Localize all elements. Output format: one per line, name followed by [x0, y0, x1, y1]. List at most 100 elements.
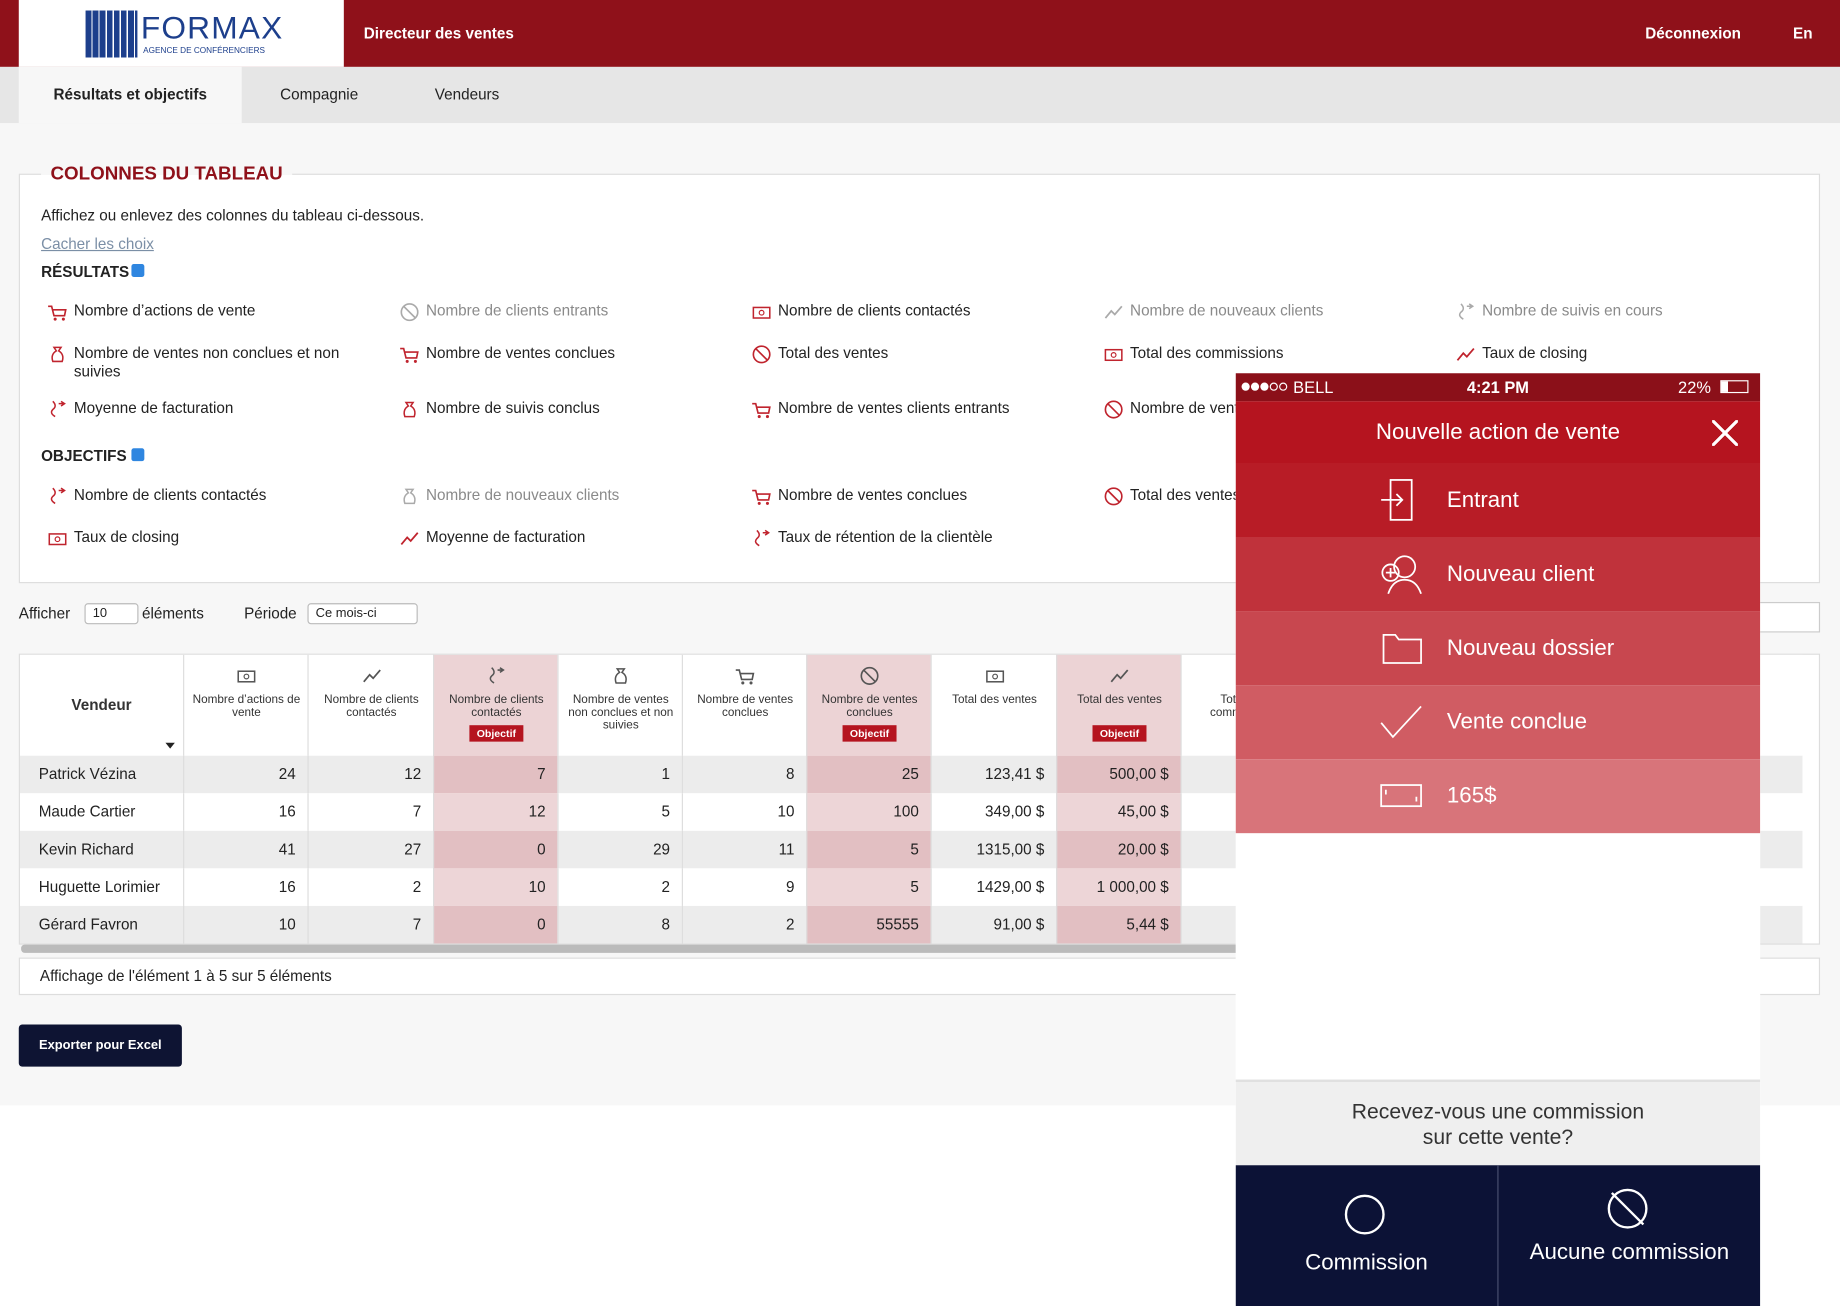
table-cell: 349,00 $	[930, 793, 1057, 831]
column-option[interactable]: Moyenne de facturation	[400, 528, 731, 547]
checkbox[interactable]	[131, 264, 145, 277]
objective-badge: Objectif	[434, 721, 558, 743]
table-cell: 10	[681, 793, 807, 831]
question-text: Recevez-vous une commission sur cette ve…	[1351, 1099, 1645, 1149]
commission-button[interactable]: Commission	[1236, 1165, 1498, 1306]
logout-link[interactable]: Déconnexion	[1645, 24, 1741, 43]
tab[interactable]: Résultats et objectifs	[18, 66, 242, 124]
signal-dot	[1250, 382, 1260, 391]
panel-description: Affichez ou enlevez des colonnes du tabl…	[41, 206, 425, 225]
modal-title-bar: Nouvelle action de vente	[1235, 401, 1761, 464]
header-label: Nombre d’actions de vente	[192, 693, 301, 720]
signal-dot	[1269, 382, 1278, 391]
logo-mark	[85, 10, 138, 58]
column-option[interactable]: Total des commissions	[1104, 344, 1435, 363]
period-label: Période	[244, 604, 297, 622]
section-label: RÉSULTATS	[41, 262, 130, 281]
table-cell: 16	[183, 793, 308, 831]
column-header: Total des ventes Objectif	[1056, 654, 1181, 756]
column-option[interactable]: Nombre de ventes	[1104, 399, 1435, 419]
table-cell: 12	[433, 793, 558, 831]
battery	[1720, 380, 1749, 394]
button-icon	[1607, 1188, 1648, 1229]
action-option[interactable]: Vente conclue	[1235, 685, 1761, 760]
column-header: Total des ventes	[930, 654, 1057, 756]
panel-title: COLONNES DU TABLEAU	[41, 164, 293, 186]
option-icon	[1381, 479, 1413, 521]
export-button[interactable]: Exporter pour Excel	[18, 1024, 182, 1067]
icon	[1456, 347, 1475, 361]
column-option[interactable]: Taux de closing	[48, 528, 379, 547]
tab[interactable]: Vendeurs	[434, 85, 500, 104]
column-option[interactable]: Nombre de ventes conclues	[752, 486, 1083, 505]
table-cell: Gérard Favron	[19, 905, 184, 944]
objective-badge: Objectif	[1057, 721, 1181, 743]
column-option[interactable]: Nombre de ventes clients entrants	[752, 399, 1083, 419]
column-option[interactable]: Moyenne de facturation	[50, 399, 379, 418]
column-option[interactable]: Taux de rétention de la clientèle	[754, 528, 1083, 547]
commission-question: Recevez-vous une commission sur cette ve…	[1235, 1079, 1761, 1166]
table-cell: 100	[806, 793, 931, 831]
table-cell: 41	[183, 830, 308, 869]
section-label: OBJECTIFS	[41, 447, 127, 465]
icon	[985, 670, 1004, 683]
checkbox[interactable]	[131, 448, 145, 462]
icon	[48, 533, 67, 546]
table-cell: 16	[183, 868, 308, 906]
option-label: Nouveau client	[1446, 562, 1595, 587]
column-option[interactable]: Nombre de clients contactés	[752, 302, 1083, 321]
language-link[interactable]: En	[1793, 24, 1813, 43]
action-option[interactable]: Entrant	[1235, 463, 1761, 538]
column-option[interactable]: Nombre d’actions de vente	[48, 302, 379, 321]
action-option[interactable]: Nouveau client	[1235, 537, 1761, 612]
column-option[interactable]: Nombre de nouveaux clients	[403, 486, 731, 505]
tab[interactable]: Compagnie	[280, 85, 359, 104]
show-select[interactable]: 10	[84, 603, 139, 625]
hide-link[interactable]: Cacher les choix	[41, 234, 154, 253]
period-select[interactable]: Ce mois-ci	[307, 603, 418, 625]
icon	[1104, 305, 1123, 319]
sort-arrow[interactable]	[165, 742, 175, 749]
option-label: Vente conclue	[1446, 709, 1587, 735]
column-header: Nombre de ventes conclues Objectif	[806, 654, 931, 756]
column-option[interactable]: Total des ventes	[752, 344, 1083, 364]
button-label: Commission	[1305, 1250, 1428, 1276]
action-option[interactable]: 165$	[1235, 759, 1761, 834]
column-option[interactable]: Total des ventes	[1104, 486, 1435, 506]
column-option[interactable]: Taux de closing	[1456, 344, 1787, 363]
close-button[interactable]	[1712, 420, 1738, 446]
column-option[interactable]: Nombre de nouveaux clients	[1104, 302, 1435, 321]
phone-screen: BELL 4:21 PM 22% Nouvelle action de vente En…	[1235, 373, 1761, 1306]
column-option[interactable]: Nombre de ventes conclues	[400, 344, 731, 363]
modal-title: Nouvelle action de vente	[1375, 420, 1621, 445]
table-cell: 12	[307, 755, 434, 794]
column-option[interactable]: Nombre de ventes non conclues et non sui…	[51, 344, 379, 382]
table-cell: 24	[183, 755, 308, 794]
action-option[interactable]: Nouveau dossier	[1235, 611, 1761, 686]
commission-buttons: Commission Aucune commission	[1235, 1165, 1761, 1306]
column-option[interactable]: Nombre de suivis en cours	[1458, 302, 1787, 321]
table-cell: 55555	[806, 905, 931, 944]
table-cell: 2	[557, 868, 682, 906]
table-cell: 123,41 $	[930, 755, 1057, 794]
commission-button[interactable]: Aucune commission	[1499, 1165, 1761, 1306]
column-option[interactable]: Nombre de suivis conclus	[403, 399, 731, 418]
icon	[1104, 400, 1123, 419]
column-header: Nombre de clients contactés	[307, 654, 434, 756]
column-option[interactable]: Nombre de clients contactés	[50, 486, 379, 505]
icon	[752, 345, 771, 364]
table-cell: 10	[183, 905, 308, 944]
icon	[400, 532, 419, 546]
icon	[237, 670, 256, 683]
column-option[interactable]: Nombre de clients entrants	[400, 302, 731, 322]
icon	[1110, 669, 1129, 683]
scrollbar	[21, 944, 1242, 953]
button-icon	[1344, 1194, 1385, 1235]
badge: Objectif	[469, 725, 524, 742]
button-divider	[1497, 1165, 1499, 1306]
icon	[400, 303, 419, 322]
table-cell: Kevin Richard	[19, 830, 184, 869]
icon	[50, 487, 66, 505]
